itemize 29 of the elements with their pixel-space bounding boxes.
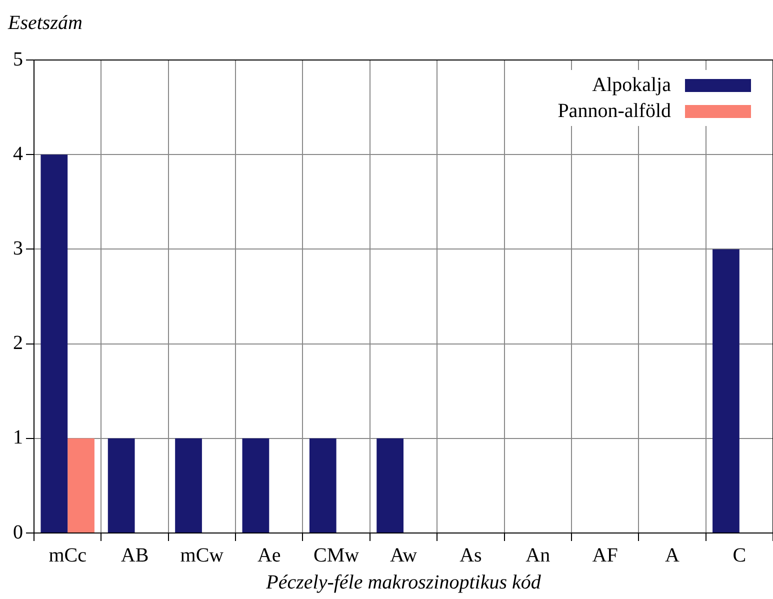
legend-label: Pannon-alföld	[558, 99, 671, 124]
x-tick-label: mCc	[48, 544, 87, 566]
y-tick-label: 1	[13, 426, 23, 449]
bar	[68, 438, 94, 532]
x-axis-title: Péczely-féle makroszinoptikus kód	[265, 571, 542, 594]
x-tick-label: A	[665, 544, 680, 566]
x-tick-label: mCw	[180, 544, 224, 566]
y-axis-title: Esetszám	[8, 12, 82, 35]
y-tick-label: 4	[13, 142, 23, 165]
x-tick-label: Ae	[257, 544, 281, 566]
y-tick-label: 2	[13, 332, 23, 354]
bar	[376, 438, 404, 532]
y-tick-label: 0	[13, 521, 23, 544]
bar	[175, 438, 202, 532]
legend-label: Alpokalja	[592, 73, 671, 98]
bar	[712, 249, 740, 532]
bar	[40, 154, 68, 532]
bar	[242, 438, 270, 532]
x-tick-label: An	[526, 544, 550, 566]
bar	[309, 438, 336, 532]
y-tick-label: 3	[13, 237, 23, 260]
x-tick-label: As	[460, 544, 482, 566]
x-tick-label: AB	[120, 544, 149, 566]
bar	[108, 438, 135, 532]
x-tick-label: CMw	[314, 544, 360, 566]
x-tick-label: AF	[592, 544, 618, 566]
x-tick-label: C	[732, 544, 746, 566]
y-tick-label: 5	[13, 48, 23, 70]
x-tick-label: Aw	[390, 544, 418, 566]
